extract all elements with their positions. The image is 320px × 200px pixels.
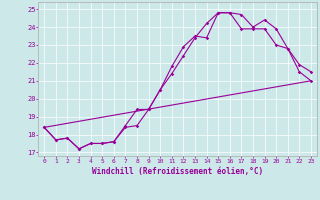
X-axis label: Windchill (Refroidissement éolien,°C): Windchill (Refroidissement éolien,°C) — [92, 167, 263, 176]
